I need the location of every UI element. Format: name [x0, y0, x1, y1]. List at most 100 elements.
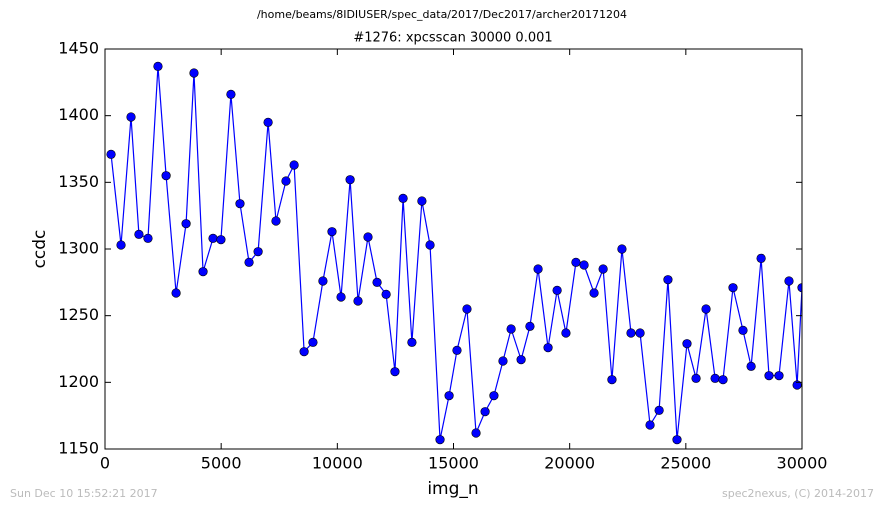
- data-point: [471, 428, 481, 438]
- data-point: [710, 373, 720, 383]
- data-point: [299, 347, 309, 357]
- data-point: [134, 229, 144, 239]
- data-point: [682, 339, 692, 349]
- x-tick-label: 0: [100, 454, 110, 473]
- data-point: [516, 355, 526, 365]
- y-tick-label: 1450: [58, 39, 99, 58]
- data-point: [654, 405, 664, 415]
- data-point: [171, 288, 181, 298]
- data-point: [598, 264, 608, 274]
- data-point: [764, 371, 774, 381]
- data-point: [116, 240, 126, 250]
- footer-right: spec2nexus, (C) 2014-2017: [722, 487, 874, 500]
- data-point: [161, 171, 171, 181]
- x-tick-label: 15000: [428, 454, 479, 473]
- data-point: [589, 288, 599, 298]
- data-point: [281, 176, 291, 186]
- x-tick-label: 20000: [544, 454, 595, 473]
- data-line: [110, 66, 802, 440]
- data-point: [398, 193, 408, 203]
- data-point: [797, 283, 802, 293]
- y-tick-label: 1150: [58, 439, 99, 458]
- data-point: [663, 275, 673, 285]
- data-point: [126, 112, 136, 122]
- data-point: [579, 260, 589, 270]
- data-point: [263, 117, 273, 127]
- data-point: [774, 371, 784, 381]
- data-point: [489, 391, 499, 401]
- x-tick-label: 5000: [201, 454, 242, 473]
- y-tick-label: 1250: [58, 305, 99, 324]
- data-point: [407, 337, 417, 347]
- data-point: [498, 356, 508, 366]
- data-point: [425, 240, 435, 250]
- data-point: [626, 328, 636, 338]
- data-point: [235, 199, 245, 209]
- plot-area: [106, 61, 802, 445]
- data-point: [208, 233, 218, 243]
- data-point: [318, 276, 328, 286]
- data-point: [289, 160, 299, 170]
- y-tick-label: 1350: [58, 172, 99, 191]
- data-point: [308, 337, 318, 347]
- data-point: [617, 244, 627, 254]
- data-point: [244, 257, 254, 267]
- data-point: [738, 325, 748, 335]
- data-point: [390, 367, 400, 377]
- y-tick-label: 1400: [58, 105, 99, 124]
- data-point: [691, 373, 701, 383]
- data-point: [480, 407, 490, 417]
- data-point: [327, 227, 337, 237]
- data-point: [226, 89, 236, 99]
- data-point: [506, 324, 516, 334]
- x-tick-label: 10000: [312, 454, 363, 473]
- footer-left: Sun Dec 10 15:52:21 2017: [10, 487, 158, 500]
- data-point: [462, 304, 472, 314]
- y-tick-label: 1300: [58, 239, 99, 258]
- data-point: [607, 375, 617, 385]
- data-point: [784, 276, 794, 286]
- data-point: [336, 292, 346, 302]
- y-tick-label: 1200: [58, 372, 99, 391]
- data-point: [216, 235, 226, 245]
- data-point: [571, 257, 581, 267]
- data-point: [153, 61, 163, 71]
- data-point: [746, 361, 756, 371]
- data-point: [372, 277, 382, 287]
- chart-title: #1276: xpcsscan 30000 0.001: [353, 31, 552, 46]
- data-point: [525, 321, 535, 331]
- data-point: [533, 264, 543, 274]
- data-point: [444, 391, 454, 401]
- data-point: [271, 216, 281, 226]
- suptitle: /home/beams/8IDIUSER/spec_data/2017/Dec2…: [257, 8, 627, 21]
- data-point: [143, 233, 153, 243]
- x-tick-label: 25000: [660, 454, 711, 473]
- data-point: [253, 247, 263, 257]
- data-point: [645, 420, 655, 430]
- data-point: [106, 149, 116, 159]
- data-point: [756, 253, 766, 263]
- data-point: [543, 343, 553, 353]
- data-point: [792, 380, 802, 390]
- data-point: [353, 296, 363, 306]
- x-axis-label: img_n: [427, 479, 478, 499]
- data-point: [552, 285, 562, 295]
- data-point: [672, 435, 682, 445]
- data-point: [417, 196, 427, 206]
- data-point: [189, 68, 199, 78]
- data-point: [718, 375, 728, 385]
- data-point: [452, 345, 462, 355]
- data-point: [381, 289, 391, 299]
- data-point: [435, 435, 445, 445]
- data-point: [345, 175, 355, 185]
- data-point: [198, 267, 208, 277]
- data-point: [561, 328, 571, 338]
- x-tick-label: 30000: [777, 454, 828, 473]
- data-point: [363, 232, 373, 242]
- y-axis-label: ccdc: [30, 230, 50, 269]
- data-point: [728, 283, 738, 293]
- data-point: [635, 328, 645, 338]
- data-point: [701, 304, 711, 314]
- data-point: [181, 219, 191, 229]
